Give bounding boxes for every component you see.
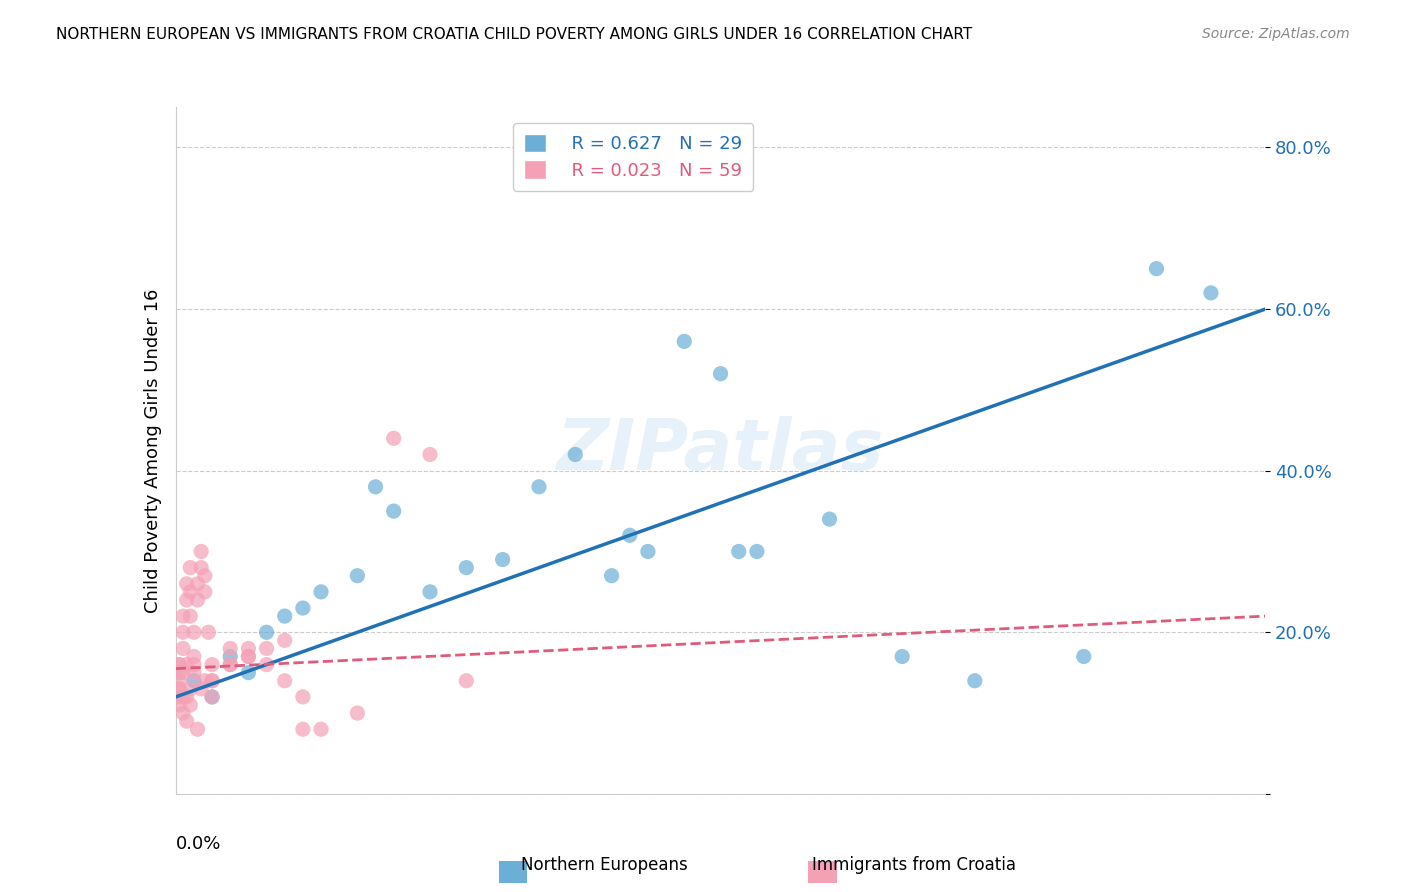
Y-axis label: Child Poverty Among Girls Under 16: Child Poverty Among Girls Under 16 [143, 288, 162, 613]
Point [673, 334, 696, 349]
Point [172, 609, 194, 624]
Point [190, 560, 212, 574]
Point [169, 665, 191, 680]
Point [256, 641, 278, 656]
Text: 0.0%: 0.0% [176, 835, 221, 853]
Point [891, 649, 914, 664]
Point [169, 681, 191, 696]
Text: ZIPatlas: ZIPatlas [557, 416, 884, 485]
Point [169, 698, 191, 712]
Point [710, 367, 733, 381]
Point [346, 568, 368, 582]
Point [238, 649, 260, 664]
Point [1146, 261, 1168, 276]
Point [256, 657, 278, 672]
Point [274, 633, 297, 648]
Point [219, 641, 242, 656]
Point [169, 657, 191, 672]
Point [291, 690, 314, 704]
Point [637, 544, 659, 558]
Point [201, 690, 224, 704]
Point [183, 649, 205, 664]
Point [172, 690, 194, 704]
Point [179, 585, 201, 599]
Point [1073, 649, 1095, 664]
Point [256, 625, 278, 640]
Point [190, 681, 212, 696]
Point [186, 723, 209, 737]
Point [176, 593, 198, 607]
Point [172, 706, 194, 720]
Point [219, 657, 242, 672]
Point [169, 657, 191, 672]
Point [201, 690, 224, 704]
Point [963, 673, 986, 688]
Point [176, 657, 198, 672]
Point [179, 560, 201, 574]
Point [176, 576, 198, 591]
Point [238, 649, 260, 664]
Point [619, 528, 641, 542]
Point [219, 649, 242, 664]
Point [419, 448, 441, 462]
Point [179, 698, 201, 712]
Point [194, 585, 217, 599]
Point [201, 673, 224, 688]
Point [183, 665, 205, 680]
Point [190, 544, 212, 558]
Point [219, 657, 242, 672]
Point [176, 690, 198, 704]
Point [238, 641, 260, 656]
Point [1199, 285, 1222, 300]
Point [201, 673, 224, 688]
Point [291, 601, 314, 615]
Point [183, 625, 205, 640]
Legend:   R = 0.627   N = 29,   R = 0.023   N = 59: R = 0.627 N = 29, R = 0.023 N = 59 [513, 123, 754, 191]
Point [186, 593, 209, 607]
Point [169, 681, 191, 696]
Text: NORTHERN EUROPEAN VS IMMIGRANTS FROM CROATIA CHILD POVERTY AMONG GIRLS UNDER 16 : NORTHERN EUROPEAN VS IMMIGRANTS FROM CRO… [56, 27, 973, 42]
Point [179, 681, 201, 696]
Point [745, 544, 768, 558]
Point [456, 560, 478, 574]
Point [194, 568, 217, 582]
Point [309, 585, 332, 599]
Point [172, 641, 194, 656]
Point [201, 657, 224, 672]
Point [197, 625, 219, 640]
Point [183, 657, 205, 672]
Point [169, 690, 191, 704]
Point [186, 576, 209, 591]
Point [291, 723, 314, 737]
Point [274, 609, 297, 624]
Text: Immigrants from Croatia: Immigrants from Croatia [811, 856, 1017, 874]
Point [238, 665, 260, 680]
Point [309, 723, 332, 737]
Point [382, 504, 405, 518]
Point [456, 673, 478, 688]
Point [194, 673, 217, 688]
Point [818, 512, 841, 526]
Point [179, 609, 201, 624]
Point [176, 714, 198, 728]
Point [419, 585, 441, 599]
Point [364, 480, 387, 494]
Point [169, 673, 191, 688]
Point [600, 568, 623, 582]
Point [183, 673, 205, 688]
Text: Source: ZipAtlas.com: Source: ZipAtlas.com [1202, 27, 1350, 41]
Point [727, 544, 749, 558]
Point [382, 431, 405, 445]
Point [172, 665, 194, 680]
Point [492, 552, 515, 566]
Point [527, 480, 550, 494]
Point [346, 706, 368, 720]
Text: Northern Europeans: Northern Europeans [522, 856, 688, 874]
Point [172, 625, 194, 640]
Point [274, 673, 297, 688]
Point [564, 448, 586, 462]
